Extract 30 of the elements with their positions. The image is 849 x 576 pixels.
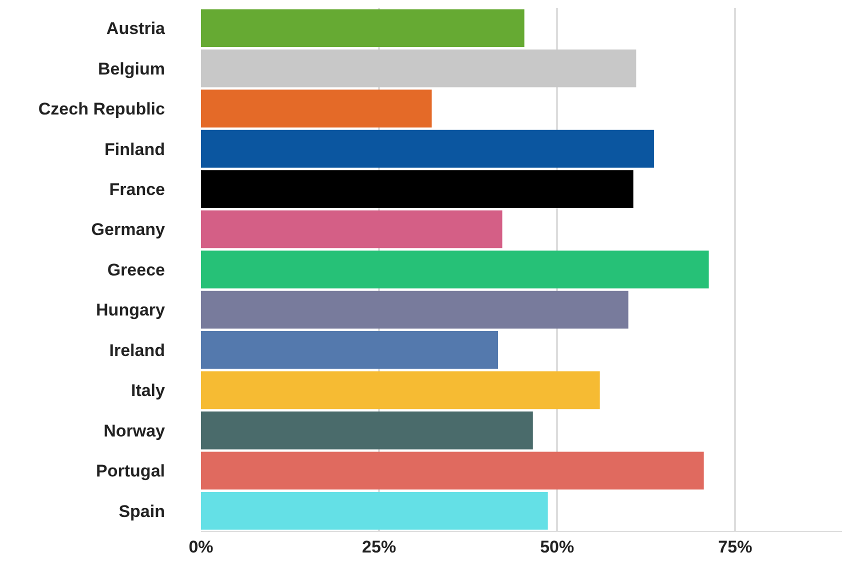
y-tick-label: Austria	[106, 19, 166, 38]
y-tick-label: Hungary	[96, 300, 166, 320]
y-tick-label: Italy	[130, 381, 166, 400]
y-tick-label: Portugal	[96, 462, 165, 481]
x-tick-label: 50%	[540, 537, 574, 556]
bar	[201, 210, 502, 248]
bar	[201, 290, 628, 329]
bar	[201, 49, 636, 88]
bar	[201, 331, 498, 369]
y-tick-label: Germany	[91, 220, 166, 240]
bar	[201, 90, 432, 128]
bar	[201, 250, 709, 288]
bar	[201, 130, 654, 168]
x-tick-label: 75%	[718, 537, 752, 556]
bar	[201, 412, 533, 450]
bar	[201, 452, 704, 490]
bar	[201, 170, 634, 208]
y-tick-label: Czech Republic	[38, 100, 165, 119]
y-tick-label: Norway	[104, 421, 166, 440]
y-tick-label: Greece	[107, 260, 165, 280]
bar	[201, 9, 524, 48]
y-tick-label: Spain	[118, 502, 165, 521]
y-tick-label: Belgium	[98, 59, 165, 78]
x-tick-label: 0%	[188, 537, 214, 556]
y-tick-label: France	[109, 180, 165, 199]
y-tick-label: Ireland	[109, 340, 165, 360]
bar	[201, 492, 548, 530]
y-tick-label: Finland	[104, 140, 165, 159]
bar	[201, 371, 600, 410]
x-tick-label: 25%	[362, 537, 396, 556]
